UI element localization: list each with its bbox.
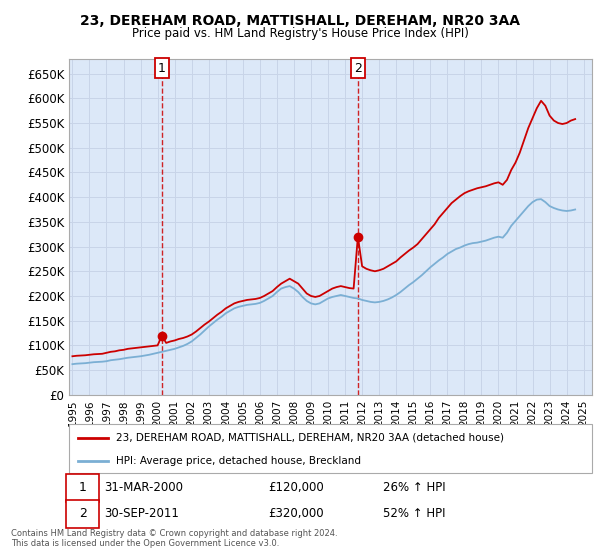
- Text: 52% ↑ HPI: 52% ↑ HPI: [383, 507, 445, 520]
- Text: 1: 1: [158, 62, 166, 74]
- Text: 31-MAR-2000: 31-MAR-2000: [104, 481, 184, 494]
- Text: Contains HM Land Registry data © Crown copyright and database right 2024.: Contains HM Land Registry data © Crown c…: [11, 529, 337, 538]
- Text: This data is licensed under the Open Government Licence v3.0.: This data is licensed under the Open Gov…: [11, 539, 279, 548]
- Text: £320,000: £320,000: [268, 507, 323, 520]
- Text: 2: 2: [79, 507, 86, 520]
- Text: 23, DEREHAM ROAD, MATTISHALL, DEREHAM, NR20 3AA (detached house): 23, DEREHAM ROAD, MATTISHALL, DEREHAM, N…: [116, 433, 504, 443]
- Text: 23, DEREHAM ROAD, MATTISHALL, DEREHAM, NR20 3AA: 23, DEREHAM ROAD, MATTISHALL, DEREHAM, N…: [80, 14, 520, 28]
- FancyBboxPatch shape: [67, 474, 99, 502]
- Text: 1: 1: [79, 481, 86, 494]
- Text: 2: 2: [354, 62, 362, 74]
- Text: 30-SEP-2011: 30-SEP-2011: [104, 507, 179, 520]
- Text: £120,000: £120,000: [268, 481, 323, 494]
- FancyBboxPatch shape: [67, 500, 99, 528]
- FancyBboxPatch shape: [69, 424, 592, 473]
- Text: 26% ↑ HPI: 26% ↑ HPI: [383, 481, 446, 494]
- Text: HPI: Average price, detached house, Breckland: HPI: Average price, detached house, Brec…: [116, 456, 361, 466]
- Text: Price paid vs. HM Land Registry's House Price Index (HPI): Price paid vs. HM Land Registry's House …: [131, 27, 469, 40]
